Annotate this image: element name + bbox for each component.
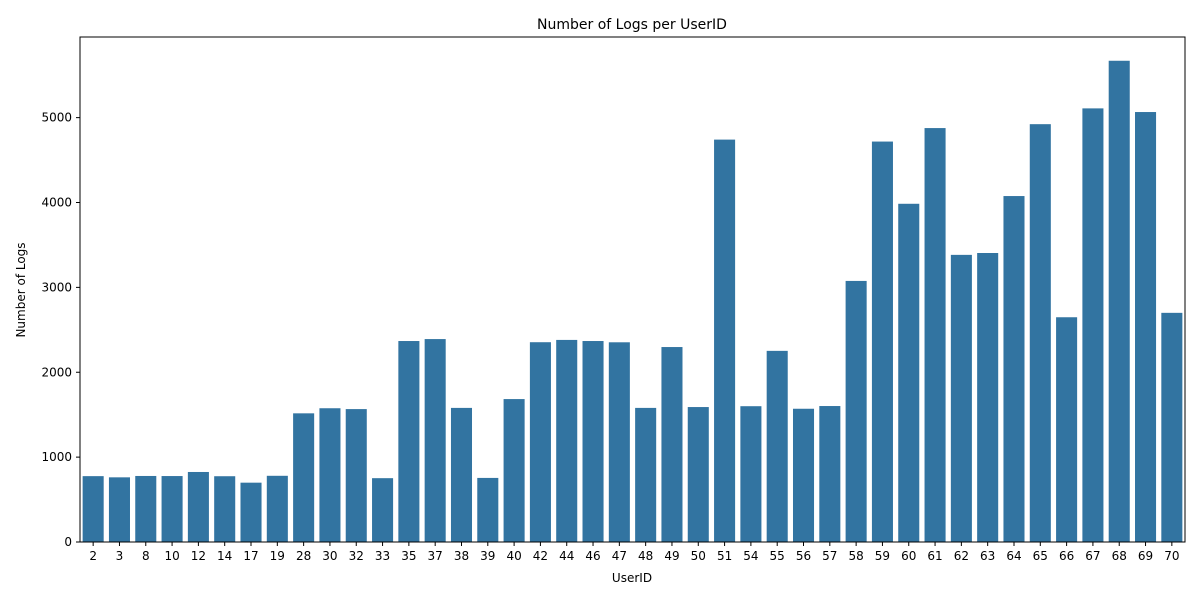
y-tick-label: 4000 (41, 196, 72, 210)
bar-userid-54 (740, 406, 762, 542)
x-tick-label: 62 (954, 549, 969, 563)
x-tick-label: 12 (191, 549, 206, 563)
bar-userid-46 (582, 341, 604, 542)
plot-frame (79, 36, 1186, 543)
bar-userid-69 (1135, 112, 1157, 542)
x-tick-label: 14 (217, 549, 232, 563)
x-tick-label: 66 (1059, 549, 1074, 563)
x-tick-label: 50 (691, 549, 706, 563)
y-axis-ticks: 0 1000 2000 3000 4000 5000 (41, 111, 80, 549)
bar-userid-3 (108, 477, 130, 542)
bar-userid-61 (924, 128, 946, 542)
x-tick-label: 10 (164, 549, 179, 563)
bar-userid-48 (635, 407, 657, 542)
bars-group (82, 60, 1183, 543)
x-tick-label: 57 (822, 549, 837, 563)
bar-userid-40 (503, 399, 525, 542)
x-tick-label: 2 (89, 549, 97, 563)
x-tick-label: 70 (1164, 549, 1179, 563)
x-tick-label: 56 (796, 549, 811, 563)
x-tick-label: 58 (848, 549, 863, 563)
x-axis-label: UserID (612, 571, 652, 585)
bar-userid-58 (845, 280, 867, 542)
bar-userid-51 (714, 139, 736, 543)
bar-userid-33 (372, 478, 394, 542)
x-tick-label: 44 (559, 549, 574, 563)
bar-userid-60 (898, 203, 920, 542)
bar-userid-32 (345, 409, 367, 542)
x-tick-label: 42 (533, 549, 548, 563)
bar-userid-56 (792, 408, 815, 542)
y-tick-label: 2000 (41, 365, 72, 379)
x-tick-label: 38 (454, 549, 469, 563)
x-tick-label: 47 (612, 549, 627, 563)
bar-userid-37 (424, 339, 446, 542)
x-tick-label: 35 (401, 549, 416, 563)
x-tick-label: 40 (506, 549, 521, 563)
x-tick-label: 65 (1033, 549, 1048, 563)
bar-userid-44 (556, 339, 578, 542)
x-tick-label: 49 (664, 549, 679, 563)
x-tick-label: 55 (770, 549, 785, 563)
y-tick-label: 5000 (41, 111, 72, 125)
bar-userid-14 (214, 476, 236, 542)
bar-userid-30 (319, 408, 341, 542)
bar-userid-19 (266, 475, 288, 542)
bar-userid-42 (529, 342, 551, 542)
bar-userid-68 (1108, 60, 1130, 542)
x-tick-label: 19 (270, 549, 285, 563)
x-tick-label: 28 (296, 549, 311, 563)
bar-userid-50 (687, 407, 709, 542)
bar-userid-66 (1056, 317, 1078, 542)
x-tick-label: 54 (743, 549, 758, 563)
bar-userid-70 (1161, 312, 1183, 542)
x-tick-label: 32 (349, 549, 364, 563)
bar-userid-17 (240, 482, 262, 542)
x-tick-label: 30 (322, 549, 337, 563)
x-tick-label: 64 (1006, 549, 1021, 563)
x-tick-label: 63 (980, 549, 995, 563)
bar-userid-67 (1082, 108, 1104, 542)
bar-userid-39 (477, 477, 499, 542)
bar-userid-28 (293, 413, 315, 542)
x-tick-label: 46 (585, 549, 600, 563)
bar-userid-38 (450, 407, 473, 542)
bar-userid-59 (871, 141, 893, 542)
x-tick-label: 69 (1138, 549, 1153, 563)
bar-userid-57 (819, 406, 841, 542)
x-tick-label: 33 (375, 549, 390, 563)
x-tick-label: 61 (927, 549, 942, 563)
bar-userid-62 (950, 254, 972, 542)
y-tick-label: 3000 (41, 280, 72, 294)
bar-userid-63 (977, 253, 999, 542)
y-tick-label: 1000 (41, 450, 72, 464)
x-tick-label: 8 (142, 549, 150, 563)
chart-title: Number of Logs per UserID (537, 17, 727, 33)
x-tick-label: 37 (428, 549, 443, 563)
x-tick-label: 3 (116, 549, 124, 563)
x-axis-ticks: 2 3 8 10 12 14 17 19 28 30 32 33 35 37 38 39 40 42 44 46 47 4… (89, 542, 1179, 563)
x-tick-label: 17 (243, 549, 258, 563)
x-tick-label: 59 (875, 549, 890, 563)
x-tick-label: 68 (1112, 549, 1127, 563)
bar-userid-49 (661, 347, 683, 542)
bar-userid-47 (608, 342, 630, 542)
y-tick-label: 0 (64, 535, 72, 549)
x-tick-label: 60 (901, 549, 916, 563)
y-axis-label: Number of Logs (14, 242, 28, 337)
bar-userid-64 (1003, 196, 1025, 543)
bar-userid-12 (187, 471, 209, 542)
x-tick-label: 48 (638, 549, 653, 563)
x-tick-label: 39 (480, 549, 495, 563)
bar-userid-65 (1029, 124, 1051, 543)
bar-userid-8 (135, 475, 157, 542)
bar-userid-55 (766, 350, 788, 542)
x-tick-label: 51 (717, 549, 732, 563)
bar-userid-2 (82, 476, 104, 542)
x-tick-label: 67 (1085, 549, 1100, 563)
bar-userid-10 (161, 476, 183, 542)
bar-userid-35 (398, 341, 420, 542)
